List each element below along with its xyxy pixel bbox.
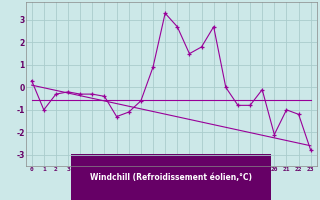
X-axis label: Windchill (Refroidissement éolien,°C): Windchill (Refroidissement éolien,°C) — [90, 173, 252, 182]
